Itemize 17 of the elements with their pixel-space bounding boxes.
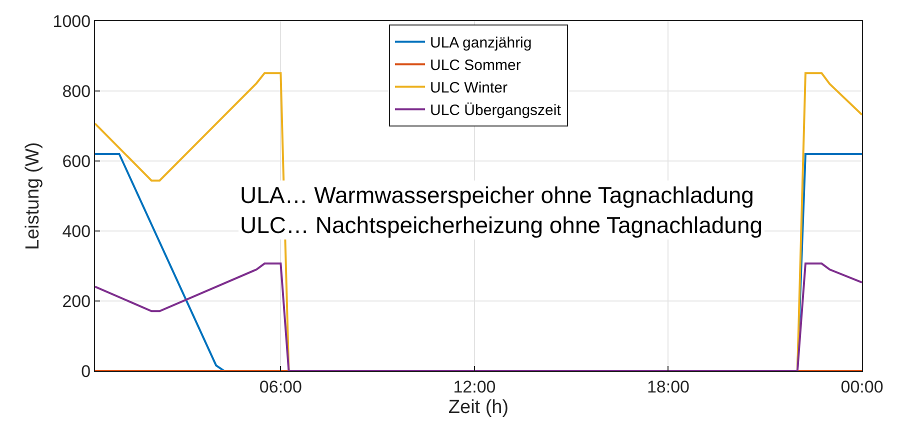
annotation: ULA… Warmwasserspeicher ohne Tagnachladung ULC… Nachtspeicherheizung ohne Tagnachladung	[240, 182, 763, 238]
x-tick-label: 00:00	[840, 377, 884, 396]
legend-label: ULC Übergangszeit	[430, 102, 562, 120]
x-tick-label: 06:00	[259, 377, 302, 396]
x-tick-label: 18:00	[646, 377, 690, 396]
x-tick-label: 12:00	[453, 377, 496, 396]
y-tick-label: 200	[62, 292, 91, 311]
legend-label: ULA ganzjährig	[430, 34, 532, 52]
y-tick-label: 0	[81, 362, 91, 381]
y-tick-label: 800	[62, 82, 91, 101]
y-tick-label: 600	[62, 152, 91, 171]
x-axis-title: Zeit (h)	[448, 397, 509, 418]
legend-label: ULC Sommer	[430, 57, 521, 74]
y-tick-label: 400	[62, 222, 91, 241]
legend-label: ULC Winter	[430, 80, 508, 97]
y-tick-label: 1000	[52, 12, 91, 31]
y-axis-title: Leistung (W)	[22, 142, 44, 250]
